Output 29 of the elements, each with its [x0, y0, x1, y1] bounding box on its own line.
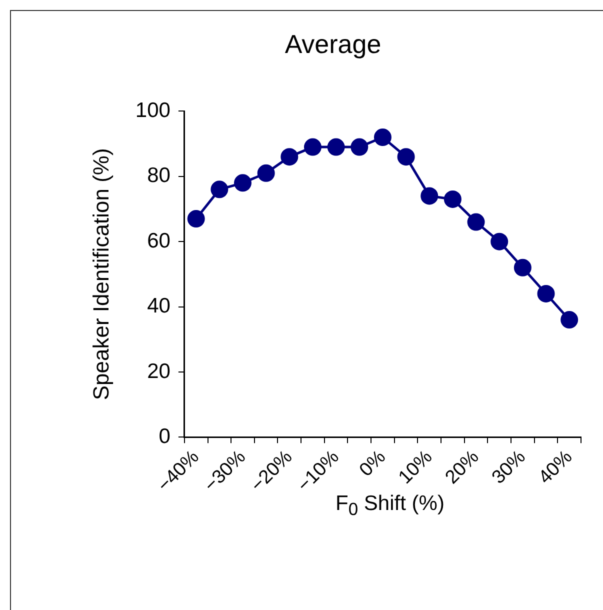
y-tick-label: 20: [147, 360, 170, 383]
point: [210, 180, 228, 198]
x-axis-title: F$_{0}$ Shift (%): [336, 492, 444, 520]
point: [444, 190, 462, 208]
point: [467, 213, 485, 231]
point: [560, 311, 578, 329]
point: [350, 138, 368, 156]
y-axis-title: Speaker Identification (%): [88, 148, 114, 400]
point: [304, 138, 322, 156]
point: [537, 284, 555, 302]
x-tick-label: 40%: [534, 446, 577, 488]
point: [280, 148, 298, 166]
point: [490, 232, 508, 250]
point: [420, 187, 438, 205]
point: [514, 258, 532, 276]
point: [374, 128, 392, 146]
point: [397, 148, 415, 166]
point: [257, 164, 275, 182]
y-tick-label: 60: [147, 229, 170, 252]
chart-title: Average: [284, 28, 382, 59]
point: [234, 174, 252, 192]
x-tick-label: 30%: [488, 446, 530, 488]
y-tick-label: 40: [147, 294, 170, 318]
y-tick-label: 80: [147, 164, 170, 188]
point: [327, 138, 345, 156]
point: [187, 210, 205, 228]
x-tick-label: 0%: [356, 446, 390, 481]
y-tick-label: 0: [158, 424, 170, 448]
y-tick-label: 100: [135, 98, 170, 122]
